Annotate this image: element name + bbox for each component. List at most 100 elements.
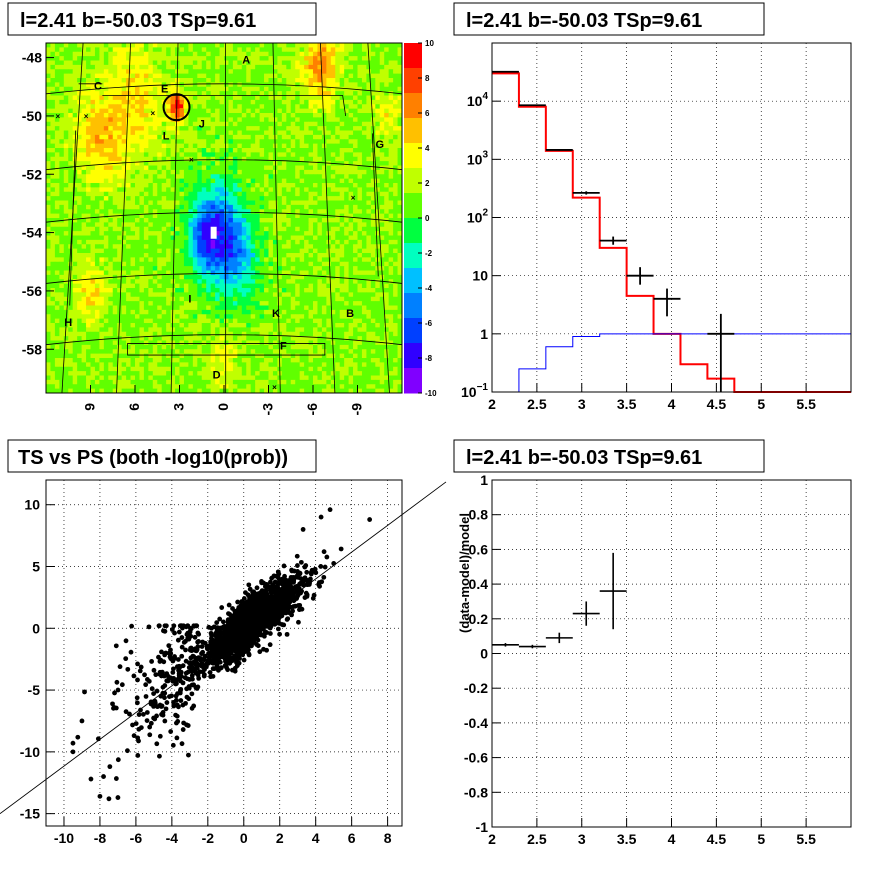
heatmap-cell [264, 309, 269, 315]
heatmap-cell [77, 257, 82, 263]
heatmap-cell [210, 64, 216, 70]
heatmap-cell [81, 91, 87, 96]
heatmap-cell [77, 130, 82, 136]
heatmap-cell [112, 148, 118, 153]
heatmap-cell [179, 274, 185, 280]
heatmap-cell [393, 209, 398, 215]
heatmap-cell [143, 244, 149, 250]
heatmap-cell [321, 191, 327, 197]
heatmap-cell [170, 78, 176, 83]
heatmap-cell [152, 43, 158, 48]
heatmap-cell [63, 139, 69, 145]
heatmap-cell [152, 191, 158, 197]
heatmap-cell [344, 113, 349, 118]
heatmap-cell [370, 279, 376, 285]
heatmap-cell [50, 113, 56, 118]
heatmap-cell [384, 200, 390, 206]
heatmap-cell [143, 187, 149, 193]
heatmap-cell [326, 301, 332, 306]
heatmap-cell [330, 69, 336, 75]
heatmap-cell [135, 73, 140, 79]
heatmap-cell [259, 226, 265, 232]
heatmap-cell [228, 56, 234, 61]
heatmap-cell [54, 244, 60, 250]
heatmap-cell [259, 99, 265, 105]
heatmap-cell [210, 117, 216, 123]
heatmap-cell [86, 296, 91, 302]
heatmap-cell [224, 113, 229, 118]
heatmap-cell [344, 309, 349, 315]
heatmap-cell [99, 56, 105, 61]
heatmap-cell [255, 130, 260, 136]
heatmap-cell [357, 191, 363, 197]
heatmap-cell [46, 134, 51, 140]
heatmap-cell [206, 178, 212, 184]
heatmap-cell [59, 95, 65, 101]
heatmap-cell [175, 169, 180, 175]
heatmap-cell [63, 178, 69, 184]
heatmap-cell [330, 266, 336, 271]
heatmap-cell [259, 231, 265, 236]
heatmap-cell [157, 143, 163, 149]
heatmap-cell [112, 99, 118, 105]
heatmap-cell [54, 301, 60, 306]
heatmap-cell [112, 64, 118, 70]
heatmap-cell [143, 239, 149, 245]
heatmap-cell [366, 174, 372, 180]
heatmap-cell [281, 148, 287, 153]
heatmap-cell [268, 213, 274, 219]
heatmap-cell [188, 305, 194, 311]
heatmap-cell [215, 301, 220, 306]
heatmap-cell [188, 139, 194, 145]
heatmap-cell [148, 226, 154, 232]
heatmap-cell [357, 148, 363, 153]
heatmap-cell [201, 235, 207, 241]
heatmap-cell [143, 113, 149, 118]
heatmap-cell [228, 139, 234, 145]
heatmap-cell [241, 113, 247, 118]
heatmap-cell [59, 200, 65, 206]
heatmap-cell [72, 126, 78, 131]
heatmap-cell [246, 235, 252, 241]
heatmap-cell [259, 60, 265, 66]
heatmap-cell [366, 130, 372, 136]
heatmap-cell [192, 257, 198, 263]
heatmap-cell [103, 91, 109, 96]
heatmap-cell [148, 270, 154, 276]
heatmap-cell [99, 126, 105, 131]
heatmap-cell [339, 86, 345, 92]
heatmap-cell [290, 47, 296, 53]
heatmap-cell [197, 104, 203, 110]
heatmap-cell [313, 279, 318, 285]
heatmap-cell [246, 309, 252, 315]
heatmap-cell [272, 73, 278, 79]
heatmap-cell [268, 305, 274, 311]
heatmap-cell [179, 108, 185, 114]
heatmap-cell [397, 130, 403, 136]
heatmap-cell [143, 248, 149, 254]
heatmap-cell [388, 108, 394, 114]
heatmap-cell [264, 169, 269, 175]
heatmap-cell [197, 113, 203, 118]
heatmap-cell [339, 222, 345, 228]
heatmap-cell [112, 174, 118, 180]
heatmap-cell [59, 104, 65, 110]
heatmap-cell [361, 218, 367, 223]
heatmap-cell [348, 266, 354, 271]
heatmap-cell [81, 248, 87, 254]
heatmap-cell [330, 248, 336, 254]
heatmap-cell [290, 73, 296, 79]
heatmap-cell [304, 126, 309, 131]
heatmap-cell [250, 279, 256, 285]
heatmap-cell [50, 47, 56, 53]
heatmap-cell [277, 196, 283, 201]
heatmap-cell [63, 51, 69, 57]
heatmap-cell [348, 161, 354, 166]
heatmap-cell [393, 47, 398, 53]
heatmap-cell [117, 261, 123, 267]
heatmap-cell [157, 270, 163, 276]
heatmap-cell [112, 169, 118, 175]
heatmap-cell [99, 309, 105, 315]
heatmap-cell [384, 226, 390, 232]
